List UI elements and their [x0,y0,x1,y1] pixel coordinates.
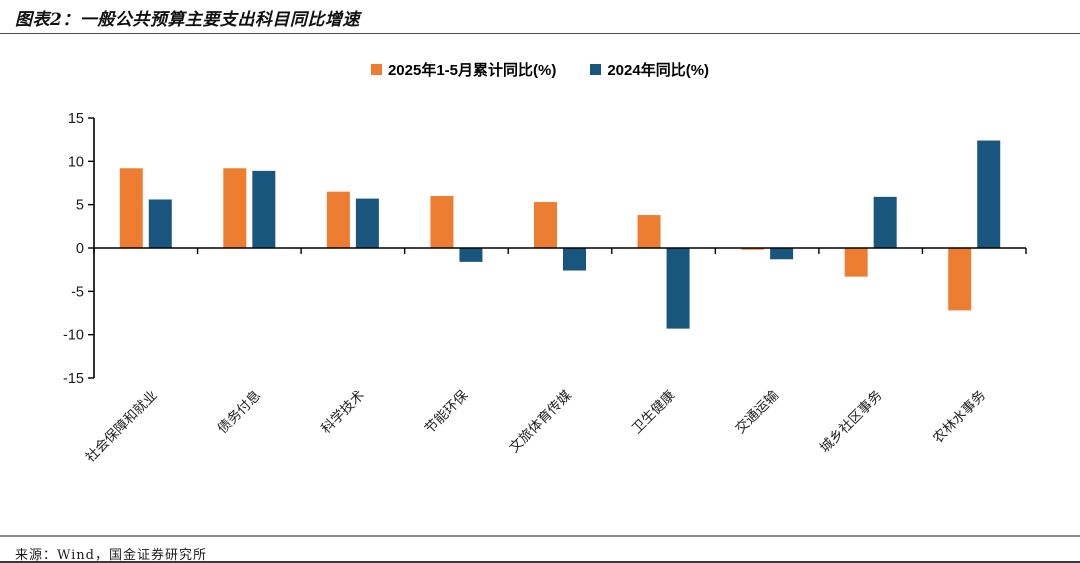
legend-item-2024: 2024年同比(%) [590,59,709,80]
bar-series0-1 [223,168,247,248]
legend-swatch-orange-icon [370,63,382,75]
legend-label-2024: 2024年同比(%) [607,61,710,79]
bar-series1-8 [977,140,1001,248]
category-label-5: 卫生健康 [628,386,678,436]
bar-series1-0 [148,199,172,248]
bar-series0-0 [119,168,143,248]
bar-series0-3 [430,196,454,248]
chart-legend: 2025年1-5月累计同比(%) 2024年同比(%) [0,58,1080,80]
bar-series0-8 [948,248,972,311]
bar-series0-6 [741,248,765,250]
category-label-1: 债务付息 [214,387,263,436]
footer-divider [0,535,1080,537]
category-label-0: 社会保障和就业 [82,388,159,465]
bar-series1-4 [563,248,586,271]
source-note: 来源：Wind，国金证券研究所 [15,548,207,563]
legend-label-2025: 2025年1-5月累计同比(%) [387,61,557,79]
category-label-7: 城乡社区事务 [817,388,885,456]
y-tick-label: 5 [76,198,84,214]
bar-series1-7 [873,196,897,248]
bar-series1-1 [252,170,276,248]
title-divider [0,33,1080,34]
bar-series1-2 [355,198,379,248]
category-label-6: 交通运输 [732,386,782,436]
bar-series1-5 [666,248,690,329]
chart-title: 图表2：一般公共预算主要支出科目同比增速 [15,10,360,30]
category-label-4: 文旅体育传媒 [506,387,574,455]
bar-series0-7 [844,248,868,277]
category-label-2: 科学技术 [318,388,367,437]
y-tick-label: 15 [68,111,84,127]
bar-series0-5 [637,215,661,248]
bar-series0-2 [326,191,350,248]
y-tick-label: -5 [71,284,84,300]
y-tick-label: 10 [68,154,84,170]
bar-series0-4 [534,202,557,248]
page-bottom-border [0,561,1080,563]
bar-series1-3 [459,248,483,262]
legend-item-2025: 2025年1-5月累计同比(%) [370,59,557,80]
category-label-8: 农林水事务 [930,388,988,446]
bar-series1-6 [770,248,794,260]
y-tick-label: -10 [63,328,84,344]
y-tick-label: -15 [63,371,84,387]
y-tick-label: 0 [76,241,84,257]
legend-swatch-blue-icon [590,63,602,75]
category-label-3: 节能环保 [422,387,471,436]
